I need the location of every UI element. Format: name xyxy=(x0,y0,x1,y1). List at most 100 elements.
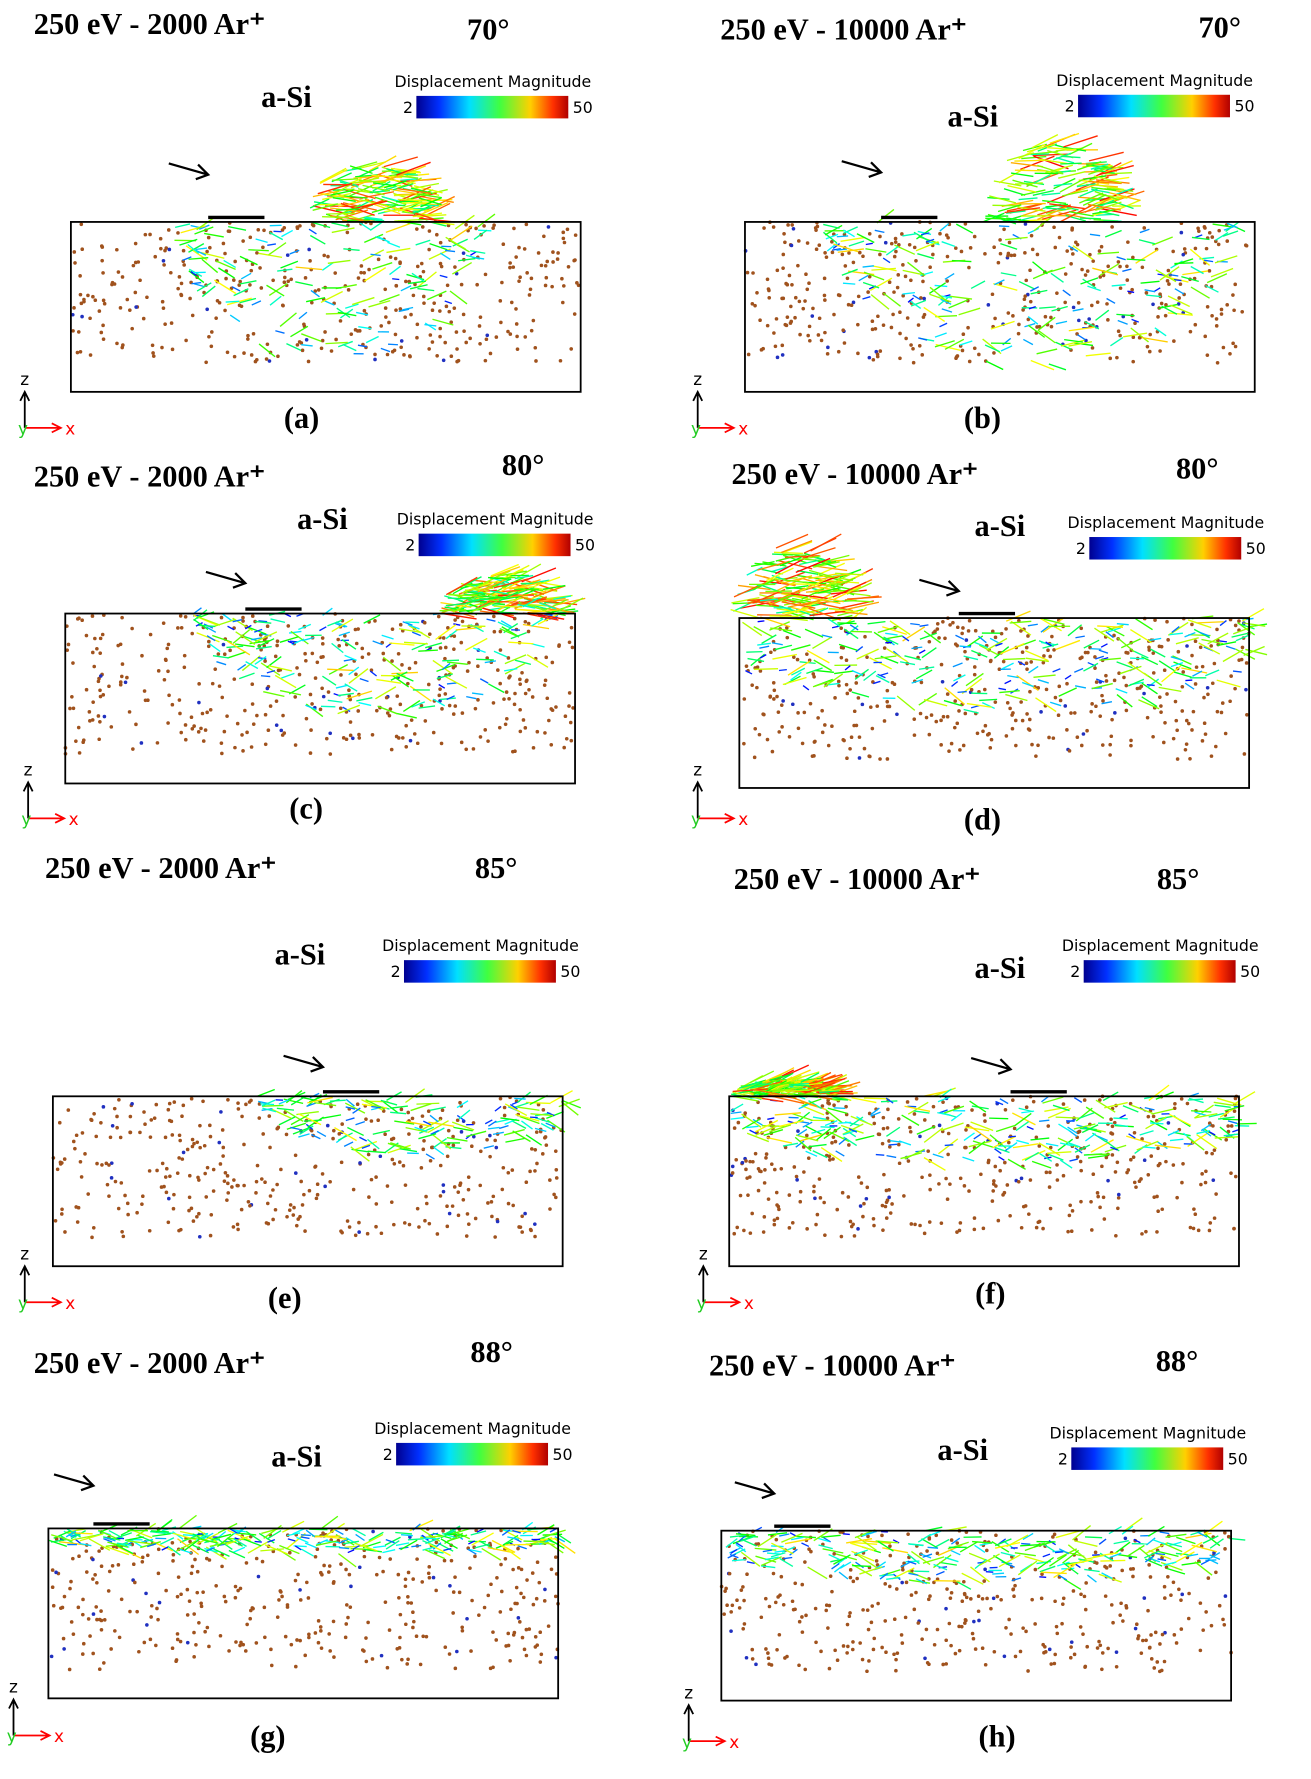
atom xyxy=(547,719,551,723)
atom xyxy=(530,1147,534,1151)
displacement-vector xyxy=(198,625,215,626)
displacement-vector xyxy=(348,1550,354,1553)
atom xyxy=(554,1595,558,1599)
atom xyxy=(494,1638,498,1642)
atom xyxy=(71,1557,75,1561)
atom xyxy=(848,747,852,751)
atom xyxy=(1234,345,1238,349)
displacement-vector xyxy=(343,249,359,251)
atom xyxy=(981,730,985,734)
atom xyxy=(117,1207,121,1211)
atom xyxy=(462,251,466,255)
displacement-vector xyxy=(328,700,343,702)
atom xyxy=(197,1621,201,1625)
atom xyxy=(493,1139,497,1143)
atom xyxy=(914,259,918,263)
atom xyxy=(750,1212,754,1216)
atom xyxy=(358,1565,362,1569)
atom xyxy=(308,1189,312,1193)
atom xyxy=(1172,339,1176,343)
atom xyxy=(994,700,998,704)
displacement-vector xyxy=(1089,1154,1110,1155)
displacement-vector xyxy=(1037,349,1058,354)
material-label: a-Si xyxy=(948,99,999,133)
atom xyxy=(130,1102,134,1106)
atom xyxy=(882,323,886,327)
atom xyxy=(386,353,390,357)
atom xyxy=(82,300,86,304)
atom xyxy=(1175,1196,1179,1200)
displacement-vector xyxy=(986,361,1003,369)
atom xyxy=(1047,736,1051,740)
atom xyxy=(246,334,250,338)
atom xyxy=(309,693,313,697)
atom xyxy=(1130,288,1134,292)
atom xyxy=(908,243,912,247)
atom xyxy=(356,1102,360,1106)
atom xyxy=(319,1625,323,1629)
displacement-vector xyxy=(910,624,919,625)
atom xyxy=(451,1611,455,1615)
atom xyxy=(375,1573,379,1577)
displacement-vector xyxy=(252,301,261,305)
atom xyxy=(357,1230,361,1234)
atom xyxy=(827,744,831,748)
colorbar-title: Displacement Magnitude xyxy=(374,1419,571,1438)
atom xyxy=(513,1631,517,1635)
atom xyxy=(407,1132,411,1136)
atom xyxy=(76,351,80,355)
atom xyxy=(415,227,419,231)
atom xyxy=(1080,268,1084,272)
atom xyxy=(265,357,269,361)
atom xyxy=(1028,728,1032,732)
atom xyxy=(303,652,307,656)
atom xyxy=(1200,1172,1204,1176)
z-label: z xyxy=(693,760,702,780)
atom xyxy=(1156,1209,1160,1213)
atom xyxy=(495,1576,499,1580)
atom xyxy=(797,727,801,731)
atom xyxy=(78,751,82,755)
atom xyxy=(1148,350,1152,354)
displacement-vector xyxy=(332,643,344,652)
atom xyxy=(320,686,324,690)
atom xyxy=(75,1133,79,1137)
atom xyxy=(317,1619,321,1623)
displacement-vector xyxy=(1173,1132,1190,1135)
atom xyxy=(773,688,777,692)
atom xyxy=(223,1595,227,1599)
atom xyxy=(858,251,862,255)
atom xyxy=(1041,1227,1045,1231)
atom xyxy=(1174,719,1178,723)
atom xyxy=(816,716,820,720)
atom xyxy=(432,731,436,735)
atom xyxy=(466,1212,470,1216)
atom xyxy=(948,1182,952,1186)
atom xyxy=(767,1197,771,1201)
atom xyxy=(296,343,300,347)
atom xyxy=(1199,1183,1203,1187)
atom xyxy=(947,749,951,753)
displacement-vector xyxy=(440,275,448,277)
atom xyxy=(269,704,273,708)
atom xyxy=(114,1180,118,1184)
atom xyxy=(1086,651,1090,655)
atom xyxy=(237,1107,241,1111)
atom xyxy=(226,1098,230,1102)
atom xyxy=(424,1195,428,1199)
atom xyxy=(171,1559,175,1563)
displacement-vector xyxy=(845,666,850,670)
atom xyxy=(1025,667,1029,671)
displacement-vector xyxy=(373,1546,386,1548)
atom xyxy=(478,1184,482,1188)
atom xyxy=(1129,744,1133,748)
displacement-vector xyxy=(322,1115,341,1118)
atom xyxy=(207,236,211,240)
atom xyxy=(808,339,812,343)
displacement-vector xyxy=(321,1516,338,1529)
atom xyxy=(1045,1171,1049,1175)
atom xyxy=(191,727,195,731)
displacement-vector xyxy=(1242,609,1264,621)
atom xyxy=(837,350,841,354)
atom xyxy=(762,713,766,717)
